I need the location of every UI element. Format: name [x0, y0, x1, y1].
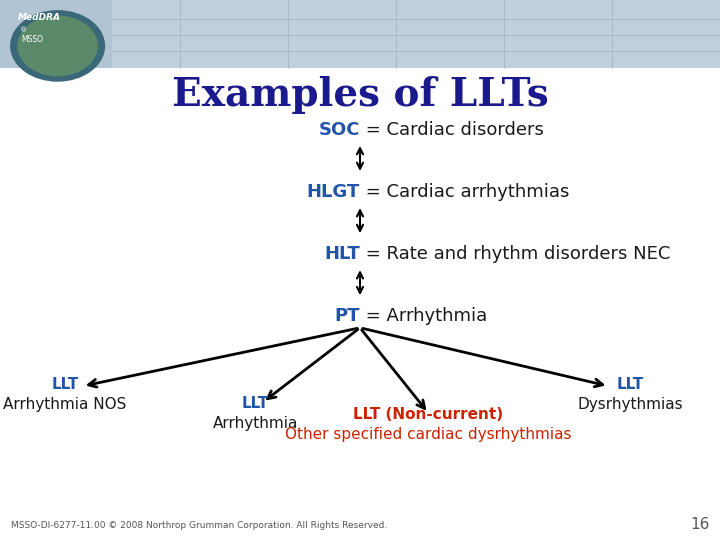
Text: LLT: LLT: [242, 396, 269, 411]
Text: MSSO: MSSO: [22, 35, 44, 44]
Text: Arrhythmia: Arrhythmia: [213, 416, 298, 431]
Text: ®: ®: [20, 27, 27, 33]
Text: HLGT: HLGT: [307, 183, 360, 201]
Text: = Cardiac arrhythmias: = Cardiac arrhythmias: [360, 183, 570, 201]
Circle shape: [18, 16, 97, 76]
Text: MSSO-DI-6277-11.00 © 2008 Northrop Grumman Corporation. All Rights Reserved.: MSSO-DI-6277-11.00 © 2008 Northrop Grumm…: [11, 521, 387, 530]
Text: Arrhythmia NOS: Arrhythmia NOS: [3, 397, 127, 413]
Text: LLT (Non-current): LLT (Non-current): [354, 407, 503, 422]
Circle shape: [11, 11, 104, 81]
Text: MedDRA: MedDRA: [18, 14, 61, 23]
Text: Dysrhythmias: Dysrhythmias: [577, 397, 683, 413]
Text: SOC: SOC: [318, 120, 360, 139]
Bar: [0, 0, 720, 68]
Text: Examples of LLTs: Examples of LLTs: [171, 76, 549, 113]
Bar: [112, 0, 720, 68]
Text: HLT: HLT: [324, 245, 360, 263]
Text: = Rate and rhythm disorders NEC: = Rate and rhythm disorders NEC: [360, 245, 670, 263]
Text: Other specified cardiac dysrhythmias: Other specified cardiac dysrhythmias: [285, 427, 572, 442]
Text: LLT: LLT: [616, 377, 644, 392]
Text: PT: PT: [335, 307, 360, 325]
Text: = Cardiac disorders: = Cardiac disorders: [360, 120, 544, 139]
Text: LLT: LLT: [51, 377, 78, 392]
Text: = Arrhythmia: = Arrhythmia: [360, 307, 487, 325]
Text: 16: 16: [690, 517, 709, 532]
